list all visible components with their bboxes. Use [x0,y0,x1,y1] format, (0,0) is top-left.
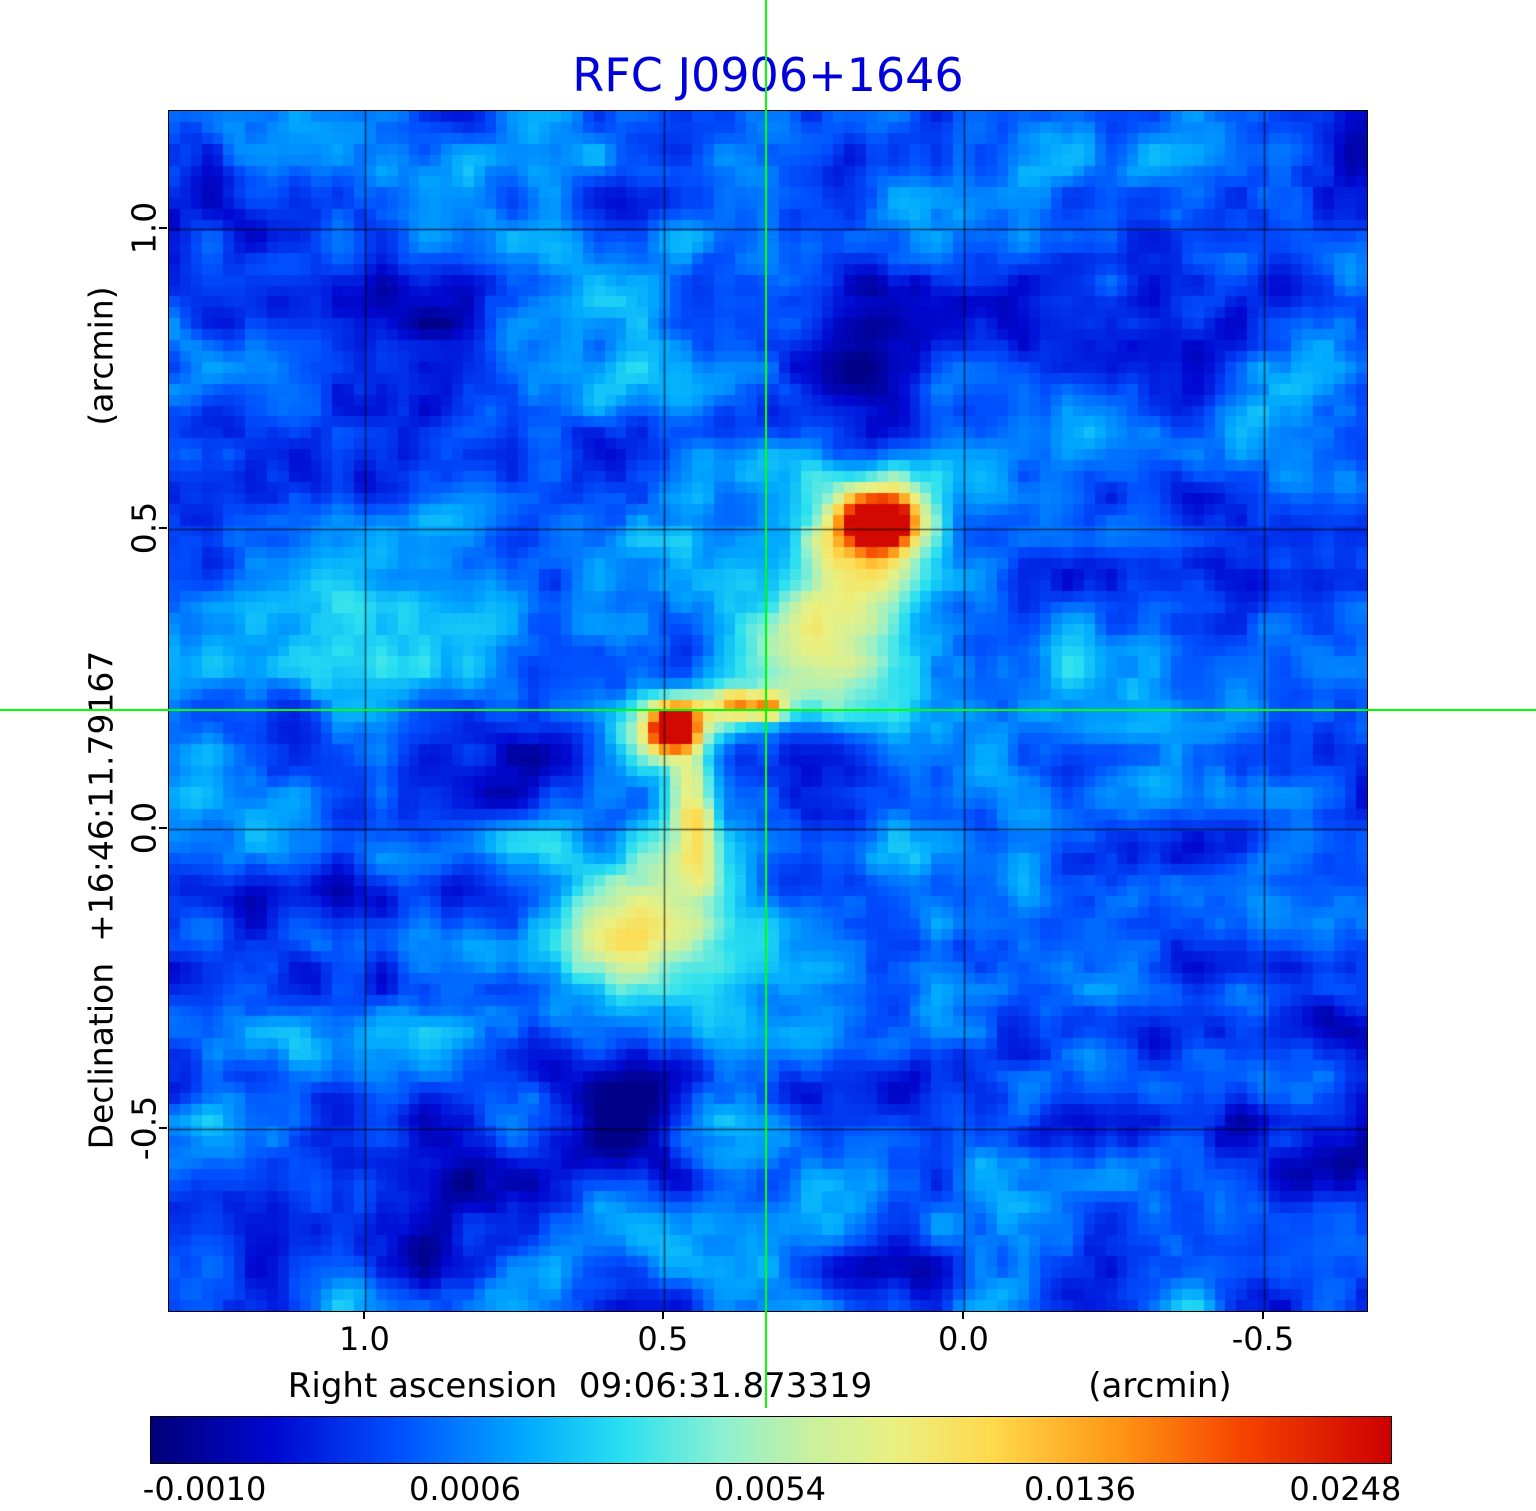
page-title: RFC J0906+1646 [572,48,964,102]
crosshair-vertical-line [764,0,767,1408]
colorbar-tick-label: 0.0054 [714,1470,826,1508]
x-axis-title: Right ascension 09:06:31.873319 [287,1366,873,1406]
heatmap-canvas [169,111,1367,1311]
colorbar-tick-label: 0.0248 [1289,1470,1402,1508]
y-axis-unit-label: (arcmin) [81,286,121,426]
x-tick-label: -0.5 [1231,1320,1295,1358]
heatmap-plot [168,110,1368,1312]
x-axis-unit-label: (arcmin) [1088,1366,1232,1406]
colorbar-tick-label: 0.0136 [1024,1470,1136,1508]
x-tick-label: 1.0 [339,1320,390,1358]
y-tick-mark [159,526,167,529]
y-axis-title: Declination +16:46:11.79167 [81,650,121,1150]
y-tick-label-text: -0.5 [124,1095,164,1160]
colorbar-gradient [150,1416,1392,1464]
x-tick-mark [962,1311,965,1319]
y-tick-label-text: 1.0 [124,201,164,254]
x-tick-mark [1261,1311,1264,1319]
colorbar-tick-label: -0.0010 [142,1470,267,1508]
y-tick-mark [159,1126,167,1129]
y-tick-mark [159,226,167,229]
x-tick-mark [661,1311,664,1319]
crosshair-horizontal-line [0,709,1536,711]
y-tick-label-text: 0.5 [124,501,164,554]
y-tick-mark [159,826,167,829]
x-tick-label: 0.0 [938,1320,989,1358]
x-tick-mark [363,1311,366,1319]
y-tick-label-text: 0.0 [124,801,164,854]
colorbar-tick-label: 0.0006 [408,1470,521,1508]
x-tick-label: 0.5 [637,1320,689,1358]
